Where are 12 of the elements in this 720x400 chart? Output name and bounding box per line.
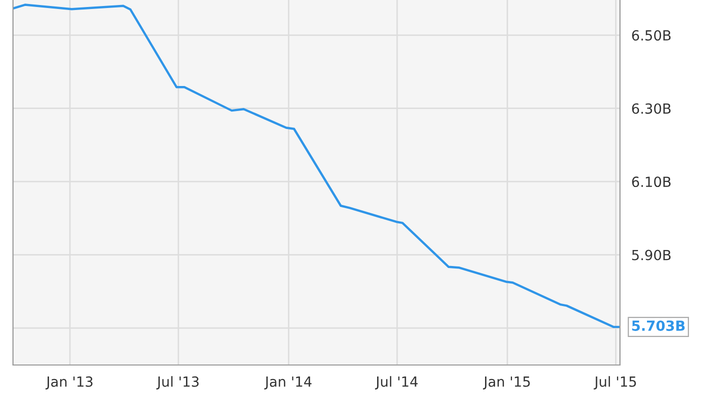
line-series — [13, 4, 620, 328]
data-label: 5.703B — [632, 320, 685, 331]
y-tick-label: 6.50B — [632, 30, 671, 41]
x-tick-label: Jul '13 — [156, 376, 199, 390]
x-tick-label: Jan '14 — [264, 376, 312, 390]
y-tick-label: 6.30B — [632, 103, 671, 114]
x-tick-label: Jan '13 — [46, 376, 92, 390]
x-tick-label: Jul '15 — [594, 376, 636, 390]
y-tick-label: 5.90B — [632, 250, 671, 260]
y-tick-label: 6.10B — [632, 176, 671, 188]
x-tick-label: Jan '15 — [482, 376, 530, 390]
x-tick-label: Jul '14 — [375, 376, 418, 390]
